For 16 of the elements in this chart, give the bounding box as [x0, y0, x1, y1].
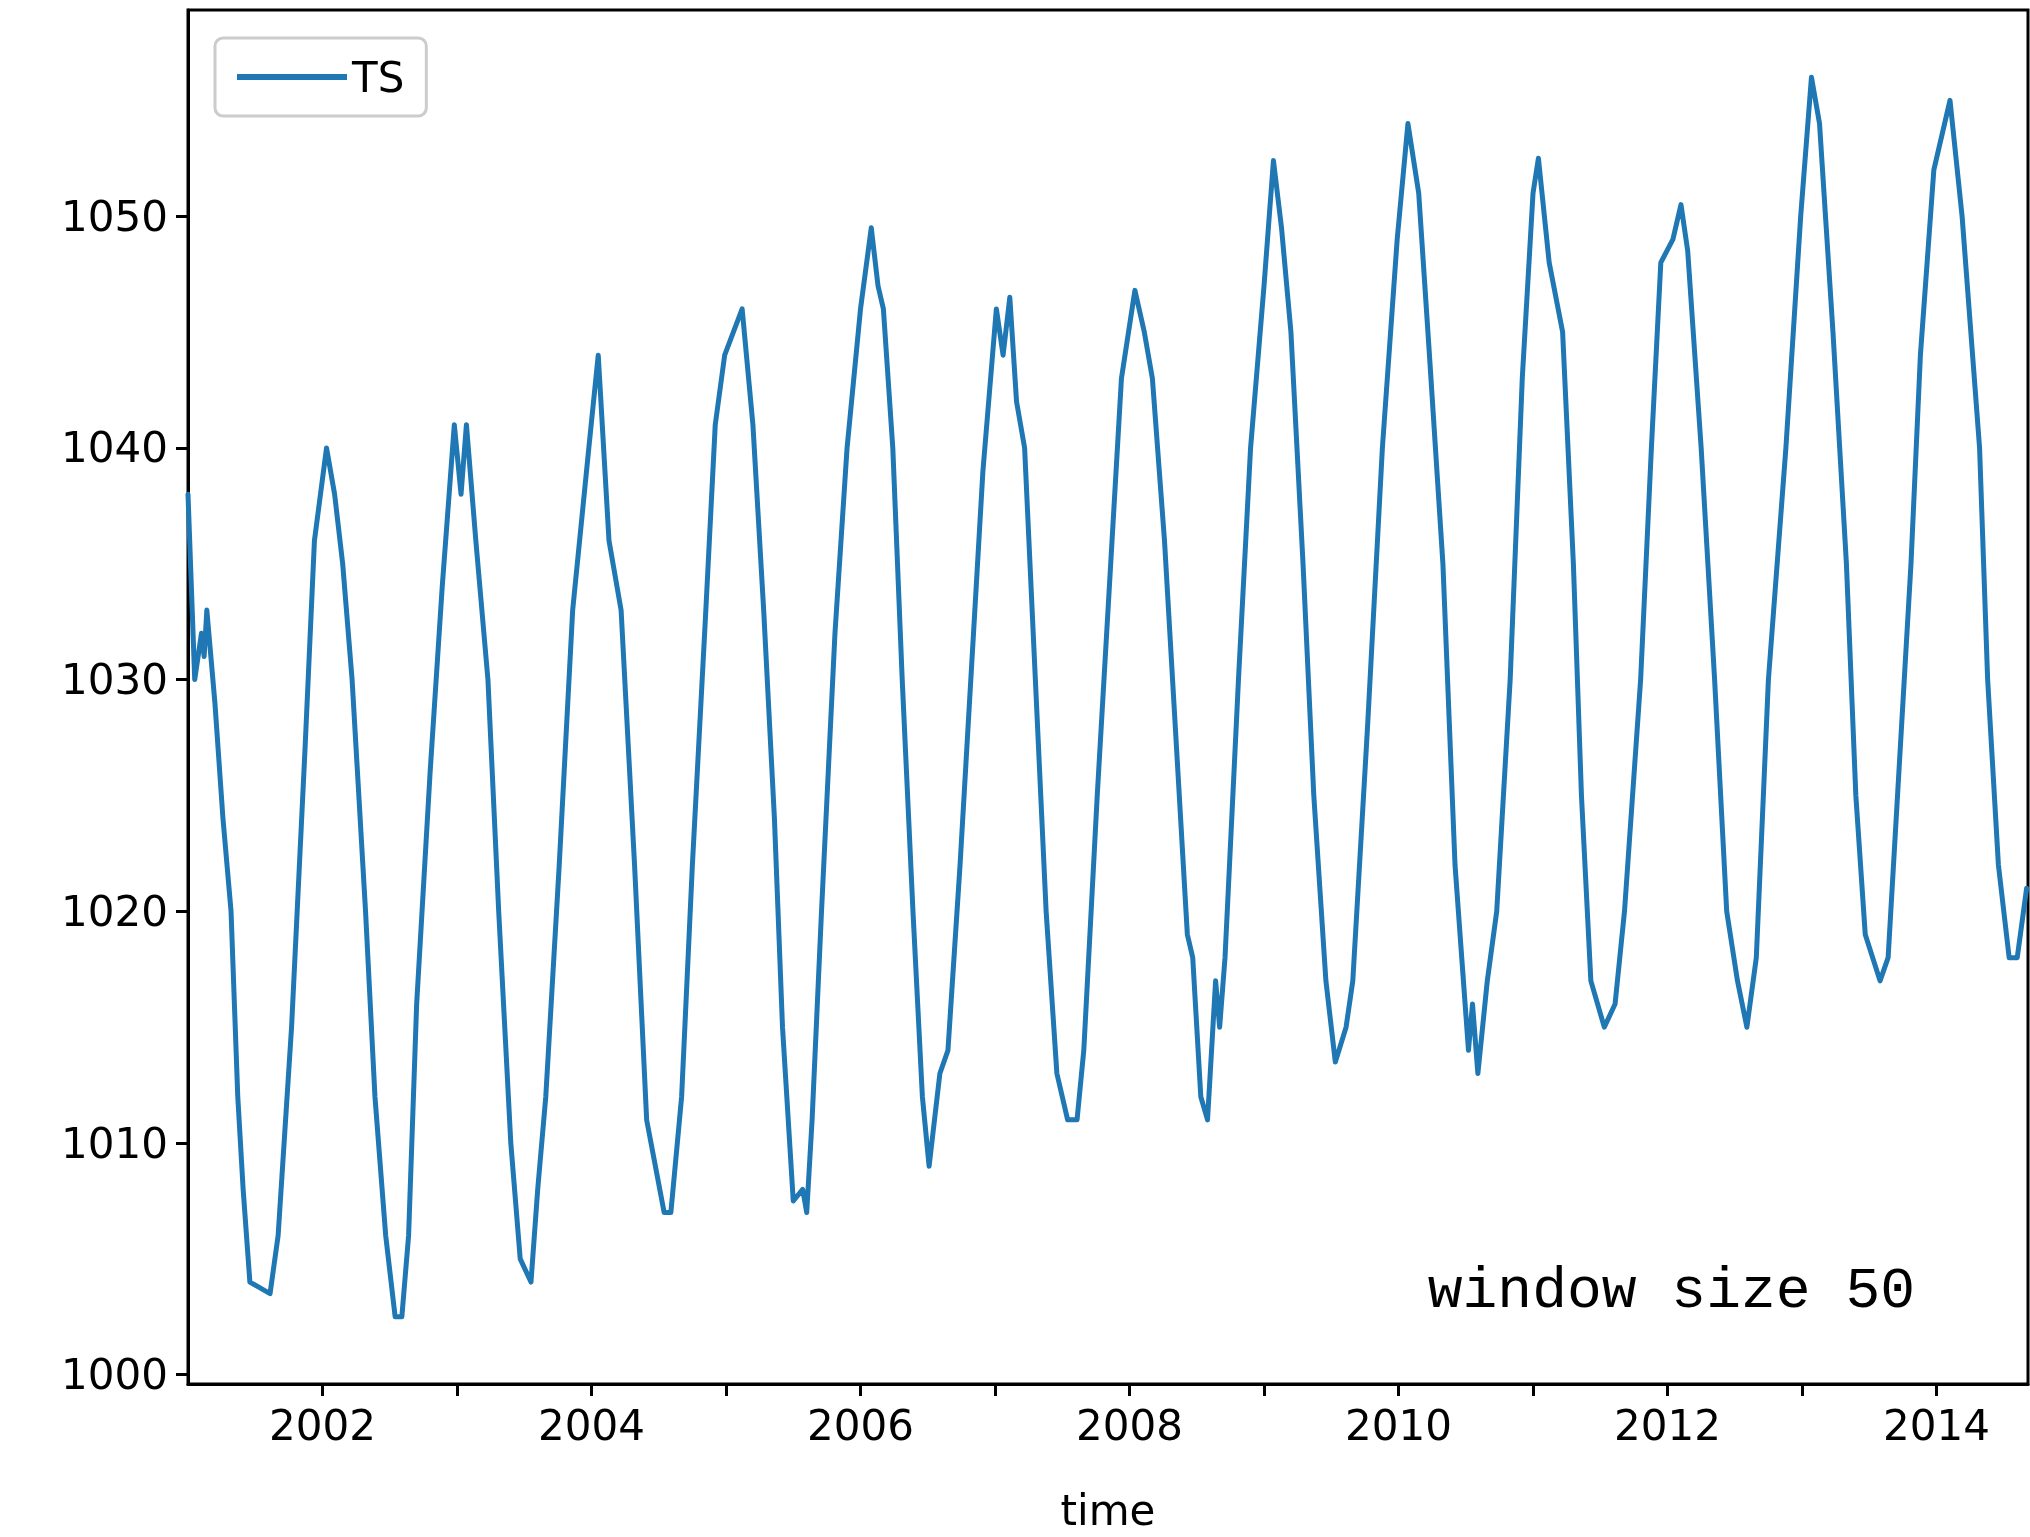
y-tick-label: 1040	[61, 423, 168, 473]
annotation: window size 50	[1427, 1258, 1915, 1324]
x-tick-label: 2012	[1614, 1400, 1721, 1450]
y-tick-label: 1010	[61, 1118, 168, 1168]
y-tick-label: 1000	[61, 1350, 168, 1400]
legend-label: TS	[351, 52, 405, 102]
y-tick-label: 1050	[61, 191, 168, 241]
x-tick-label: 2004	[538, 1400, 645, 1450]
x-tick-label: 2002	[269, 1400, 376, 1450]
x-tick-label: 2008	[1076, 1400, 1183, 1450]
x-axis-title: time	[1060, 1485, 1156, 1535]
x-tick-label: 2014	[1883, 1400, 1990, 1450]
x-tick-label: 2010	[1345, 1400, 1452, 1450]
y-tick-label: 1030	[61, 655, 168, 705]
x-tick-label: 2006	[807, 1400, 914, 1450]
y-tick-label: 1020	[61, 886, 168, 936]
